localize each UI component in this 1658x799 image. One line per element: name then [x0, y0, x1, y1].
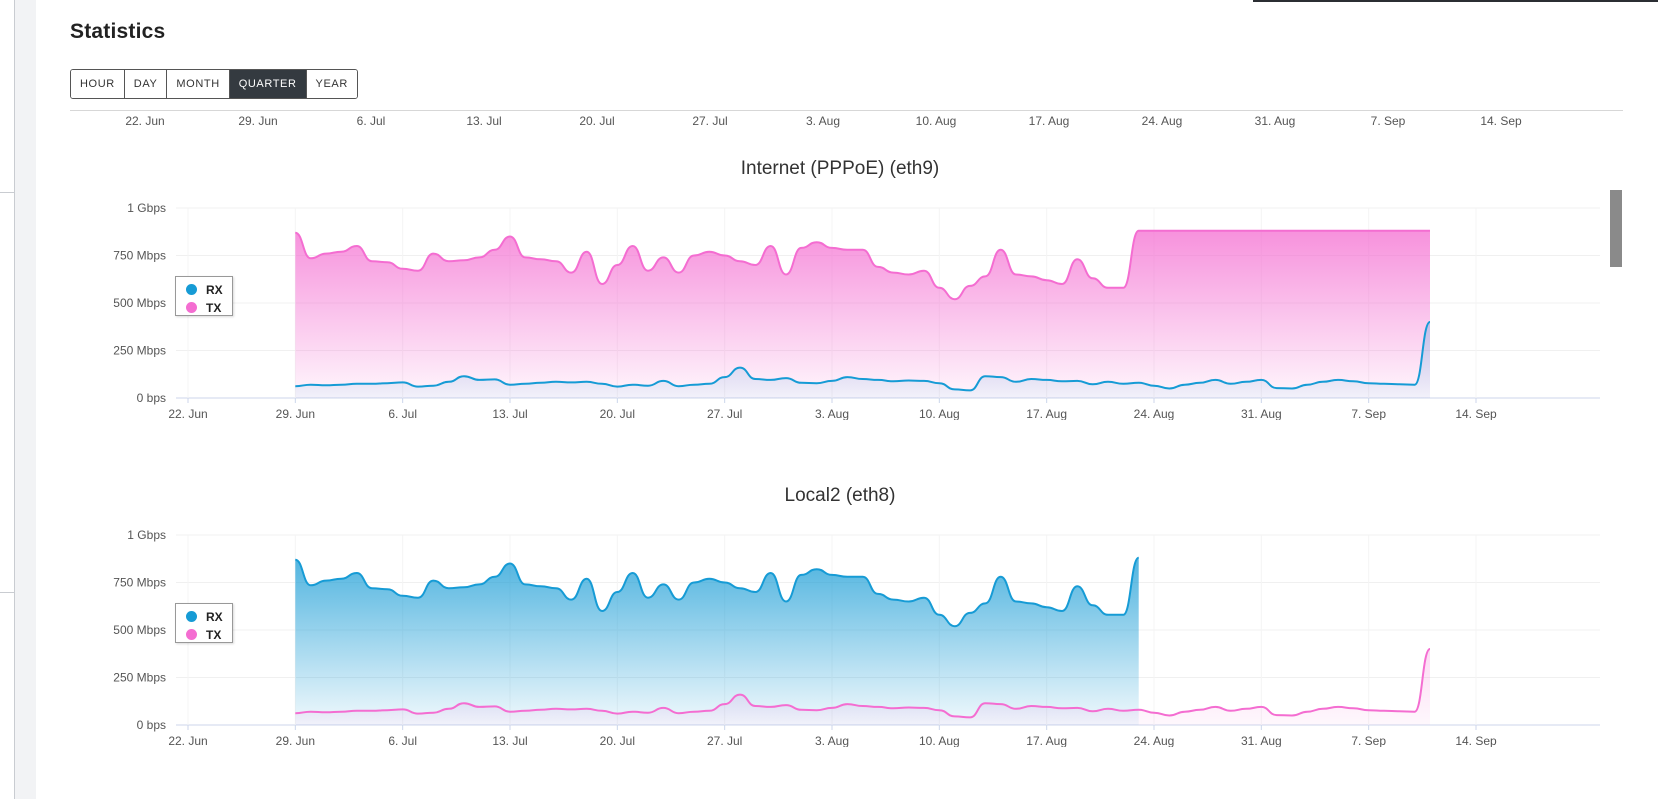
legend-item-tx[interactable]: TX — [186, 627, 232, 642]
rx-dot-icon — [186, 284, 197, 295]
x-tick-label: 22. Jun — [168, 407, 207, 420]
x-tick-label: 22. Jun — [168, 734, 207, 747]
navigator-tick-label: 22. Jun — [125, 114, 165, 128]
rx-dot-icon — [186, 611, 197, 622]
chart-title: Local2 (eth8) — [785, 485, 896, 506]
chart-local2-eth8: Local2 (eth8) 0 bps 250 Mbps 500 Mbps 750 Mb… — [70, 477, 1610, 747]
navigator-tick-label: 10. Aug — [915, 114, 957, 128]
legend-item-rx[interactable]: RX — [186, 282, 232, 297]
time-range-selector: HOUR DAY MONTH QUARTER YEAR — [70, 69, 358, 99]
navigator-tick-label: 6. Jul — [356, 114, 386, 128]
navigator-tick-label: 13. Jul — [466, 114, 502, 128]
legend-item-rx[interactable]: RX — [186, 609, 232, 624]
chart-svg: Local2 (eth8) 0 bps 250 Mbps 500 Mbps 750 Mb… — [113, 485, 1600, 747]
y-tick-label: 0 bps — [137, 718, 166, 732]
series-area-tx — [295, 230, 1430, 398]
x-tick-label: 10. Aug — [919, 407, 960, 420]
y-tick-label: 1 Gbps — [127, 528, 166, 542]
x-tick-label: 17. Aug — [1026, 407, 1067, 420]
legend-label: RX — [206, 282, 223, 297]
chart-legend: RX TX — [175, 603, 233, 643]
legend-label: RX — [206, 609, 223, 624]
x-tick-label: 27. Jul — [707, 407, 742, 420]
navigator-tick-label: 3. Aug — [805, 114, 841, 128]
x-tick-label: 31. Aug — [1241, 407, 1282, 420]
x-tick-label: 29. Jun — [276, 734, 315, 747]
series-line-tx — [294, 229, 1430, 301]
x-tick-label: 7. Sep — [1351, 734, 1386, 747]
x-tick-label: 3. Aug — [815, 734, 849, 747]
range-button-year[interactable]: YEAR — [306, 70, 357, 98]
navigator-axis[interactable]: 22. Jun 29. Jun 6. Jul 13. Jul 20. Jul 27. Ju… — [70, 110, 1623, 131]
range-button-day[interactable]: DAY — [124, 70, 168, 98]
y-tick-label: 750 Mbps — [113, 576, 166, 590]
chart-title: Internet (PPPoE) (eth9) — [741, 158, 940, 179]
range-button-month[interactable]: MONTH — [167, 70, 230, 98]
x-tick-label: 13. Jul — [492, 407, 527, 420]
series-line-tx — [295, 648, 1431, 719]
x-tick-label: 10. Aug — [919, 734, 960, 747]
legend-item-tx[interactable]: TX — [186, 300, 232, 315]
chart-svg: Internet (PPPoE) (eth9) 0 bps 250 Mbps 500 … — [113, 158, 1600, 420]
y-tick-label: 500 Mbps — [113, 623, 166, 637]
y-tick-label: 1 Gbps — [127, 201, 166, 215]
y-tick-label: 0 bps — [137, 391, 166, 405]
x-tick-label: 24. Aug — [1134, 734, 1175, 747]
chart-legend: RX TX — [175, 276, 233, 316]
series-line-rx — [294, 556, 1140, 628]
legend-label: TX — [206, 627, 222, 642]
range-button-quarter[interactable]: QUARTER — [229, 70, 307, 98]
x-tick-label: 7. Sep — [1351, 407, 1386, 420]
sidebar-divider — [0, 192, 14, 193]
tx-dot-icon — [186, 302, 197, 313]
y-tick-label: 750 Mbps — [113, 249, 166, 263]
navigator-tick-label: 7. Sep — [1370, 114, 1406, 128]
x-tick-label: 3. Aug — [815, 407, 849, 420]
x-tick-label: 14. Sep — [1455, 407, 1497, 420]
legend-label: TX — [206, 300, 222, 315]
navigator-tick-label: 24. Aug — [1141, 114, 1183, 128]
y-tick-label: 250 Mbps — [113, 671, 166, 685]
x-tick-label: 27. Jul — [707, 734, 742, 747]
x-tick-label: 14. Sep — [1455, 734, 1497, 747]
navigator-tick-label: 27. Jul — [692, 114, 728, 128]
sidebar-divider — [0, 592, 14, 593]
x-tick-label: 6. Jul — [388, 407, 417, 420]
y-tick-label: 250 Mbps — [113, 344, 166, 358]
series-area-rx — [295, 322, 1430, 398]
x-tick-label: 31. Aug — [1241, 734, 1282, 747]
navigator-tick-label: 14. Sep — [1480, 114, 1522, 128]
y-tick-label: 500 Mbps — [113, 296, 166, 310]
navigator-tick-label: 17. Aug — [1028, 114, 1070, 128]
x-tick-label: 20. Jul — [600, 734, 635, 747]
tx-dot-icon — [186, 629, 197, 640]
x-tick-label: 20. Jul — [600, 407, 635, 420]
x-tick-label: 29. Jun — [276, 407, 315, 420]
popover-edge — [1253, 0, 1658, 2]
left-sidebar-edge — [0, 0, 15, 799]
navigator-tick-label: 31. Aug — [1254, 114, 1296, 128]
x-tick-label: 13. Jul — [492, 734, 527, 747]
chart-internet-eth9: Internet (PPPoE) (eth9) 0 bps 250 Mbps 500 … — [70, 150, 1610, 420]
x-tick-label: 17. Aug — [1026, 734, 1067, 747]
page-title: Statistics — [70, 20, 166, 43]
x-tick-label: 6. Jul — [388, 734, 417, 747]
scrollbar-thumb[interactable] — [1610, 190, 1622, 267]
range-button-hour[interactable]: HOUR — [71, 70, 125, 98]
navigator-tick-label: 20. Jul — [579, 114, 615, 128]
x-tick-label: 24. Aug — [1134, 407, 1175, 420]
navigator-tick-label: 29. Jun — [238, 114, 278, 128]
series-area-tx — [295, 649, 1430, 725]
series-line-rx — [295, 321, 1431, 392]
